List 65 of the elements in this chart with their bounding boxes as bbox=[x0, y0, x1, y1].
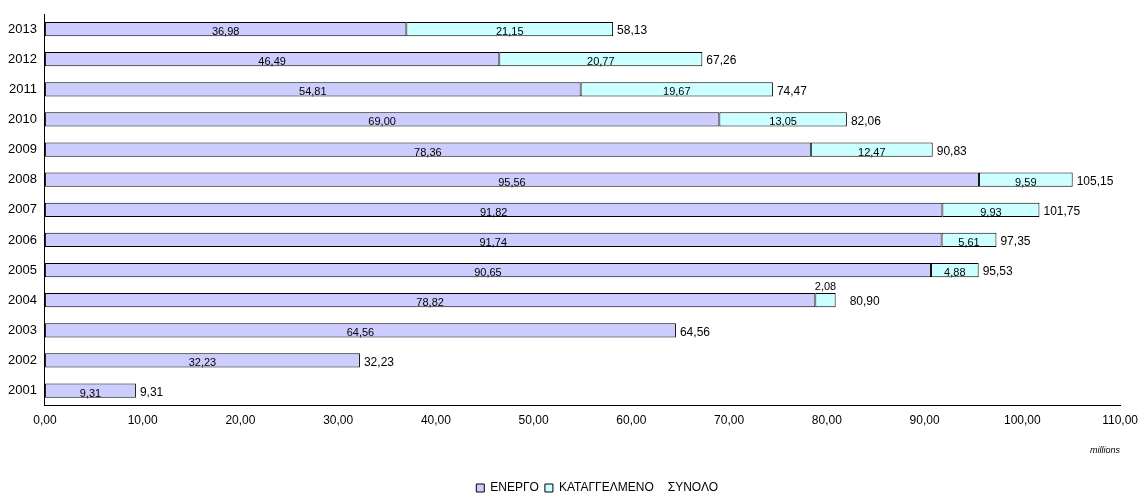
total-label: 67,26 bbox=[706, 53, 737, 68]
total-label: 58,13 bbox=[617, 23, 648, 38]
data-label: 95,56 bbox=[498, 175, 526, 188]
y-tick-label: 2005 bbox=[8, 261, 37, 277]
text: ΣΥΝΟΛΟ bbox=[667, 480, 719, 495]
data-label: 2,08 bbox=[814, 279, 837, 292]
y-tick-label: 2006 bbox=[8, 231, 37, 247]
x-tick-label: 110,00 bbox=[1102, 413, 1139, 428]
x-tick-label: 50,00 bbox=[518, 413, 549, 428]
x-tick-label: 10,00 bbox=[127, 413, 158, 428]
data-label: 20,77 bbox=[587, 55, 615, 68]
data-label: 64,56 bbox=[346, 326, 375, 339]
x-tick-label: 70,00 bbox=[714, 413, 745, 428]
x-tick-label: 40,00 bbox=[420, 413, 452, 428]
data-label: 32,23 bbox=[188, 356, 217, 369]
total-label: 95,53 bbox=[982, 264, 1014, 279]
data-label: 36,98 bbox=[211, 25, 240, 38]
x-tick-label: 100,00 bbox=[1004, 413, 1042, 428]
data-label: 69,00 bbox=[368, 115, 396, 128]
data-label: 21,15 bbox=[495, 25, 524, 38]
x-tick-label: 0,00 bbox=[33, 413, 57, 428]
data-label: 91,74 bbox=[479, 235, 508, 248]
data-label: 4,88 bbox=[944, 266, 966, 279]
legend-label: ΚΑΤΑΓΓΕΛΜΕΝΟ bbox=[558, 480, 654, 495]
total-label: 101,75 bbox=[1043, 204, 1081, 219]
y-tick-label: 2003 bbox=[8, 321, 37, 337]
data-label: 9,93 bbox=[980, 205, 1002, 218]
y-tick-label: 2013 bbox=[8, 20, 37, 36]
total-label: 64,56 bbox=[679, 324, 711, 339]
y-tick-label: 2009 bbox=[8, 141, 37, 157]
total-label: 9,31 bbox=[139, 384, 164, 399]
x-tick-label: 60,00 bbox=[616, 413, 647, 428]
data-label: 9,59 bbox=[1015, 175, 1037, 188]
y-tick-label: 2012 bbox=[8, 50, 37, 66]
data-label: 54,81 bbox=[299, 85, 327, 98]
x-tick-label: 90,00 bbox=[909, 413, 940, 428]
text: millions bbox=[1090, 445, 1121, 456]
y-tick-label: 2004 bbox=[8, 291, 37, 307]
data-label: 5,61 bbox=[958, 235, 980, 248]
x-tick-label: 20,00 bbox=[225, 413, 256, 428]
y-tick-label: 2002 bbox=[8, 351, 37, 367]
total-label: 32,23 bbox=[363, 354, 395, 369]
y-tick-label: 2007 bbox=[8, 201, 37, 217]
total-label: 97,35 bbox=[1000, 234, 1031, 249]
data-label: 19,67 bbox=[663, 85, 691, 98]
x-tick-label: 30,00 bbox=[323, 413, 354, 428]
data-label: 12,47 bbox=[858, 145, 886, 158]
total-label: 82,06 bbox=[850, 113, 882, 128]
data-label: 78,36 bbox=[414, 145, 442, 158]
data-label: 78,82 bbox=[416, 296, 444, 309]
total-label: 80,90 bbox=[849, 294, 881, 309]
legend-label: ΕΝΕΡΓΟ bbox=[490, 480, 539, 495]
data-label: 91,82 bbox=[479, 205, 508, 218]
data-label: 90,65 bbox=[474, 266, 502, 279]
total-label: 90,83 bbox=[936, 143, 968, 158]
total-label: 105,15 bbox=[1076, 173, 1114, 188]
y-tick-label: 2001 bbox=[8, 382, 37, 398]
y-tick-label: 2010 bbox=[8, 111, 37, 127]
y-tick-label: 2008 bbox=[8, 171, 37, 187]
data-label: 13,05 bbox=[769, 115, 797, 128]
data-label: 46,49 bbox=[258, 55, 286, 68]
x-tick-label: 80,00 bbox=[811, 413, 843, 428]
total-label: 74,47 bbox=[776, 83, 808, 98]
data-label: 9,31 bbox=[79, 386, 102, 399]
y-tick-label: 2011 bbox=[8, 80, 37, 96]
